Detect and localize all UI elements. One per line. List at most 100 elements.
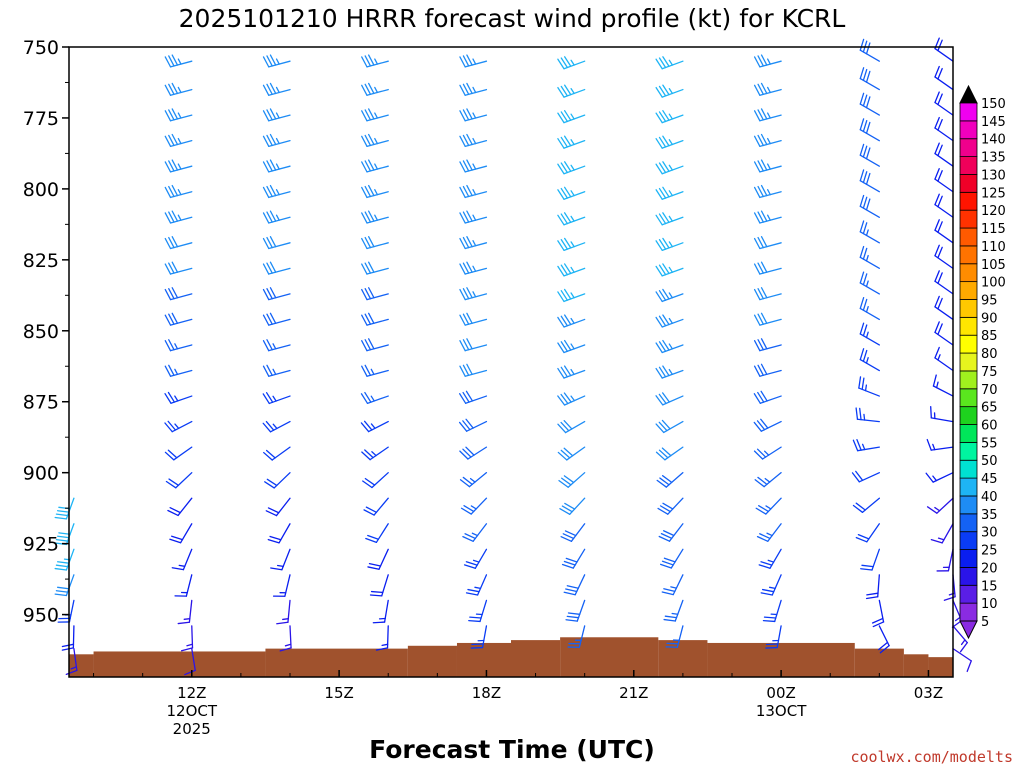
barb-full <box>361 135 368 147</box>
wind-barb <box>934 321 954 346</box>
y-axis: 750 775 800 825 850 875 900 925 950 <box>23 37 69 627</box>
barb-full <box>558 479 569 488</box>
y-tick-label-850: 850 <box>23 321 59 343</box>
barb-full <box>266 339 273 351</box>
wind-barb <box>557 135 586 149</box>
barb-full <box>879 644 890 654</box>
barb-full <box>269 82 277 95</box>
wind-barb <box>557 365 586 379</box>
barb-half <box>374 137 379 145</box>
barb-full <box>368 159 375 171</box>
wind-barb <box>934 37 954 62</box>
barb-full <box>662 84 670 96</box>
barb-full <box>758 564 771 569</box>
wind-barb <box>462 523 488 542</box>
barb-full <box>658 264 667 276</box>
barb-full <box>557 86 565 98</box>
wind-barb <box>459 210 488 224</box>
colorbar-cell-15 <box>959 567 978 586</box>
barb-full <box>757 262 764 274</box>
barb-full <box>462 134 470 147</box>
barb-half <box>668 113 674 120</box>
barb-full <box>55 564 69 568</box>
barb-full <box>265 449 276 459</box>
barb-full <box>470 646 484 649</box>
barb-full <box>753 365 761 377</box>
barb-half <box>272 423 278 430</box>
barb-full <box>659 477 670 486</box>
wind-barb <box>361 159 389 173</box>
barb-full <box>966 660 972 673</box>
barb-half <box>767 188 771 196</box>
colorbar-label-100: 100 <box>981 276 1006 291</box>
wind-barb <box>855 523 880 543</box>
barb-full <box>757 364 764 376</box>
barb-full <box>471 643 484 646</box>
barb-full <box>865 70 871 83</box>
barb-full <box>462 160 470 172</box>
wind-barb <box>164 391 193 404</box>
barb-half <box>570 368 575 375</box>
wind-barb <box>753 338 782 352</box>
barb-half <box>668 266 674 273</box>
wind-barb <box>859 245 880 270</box>
barb-half <box>370 423 376 429</box>
barb-full <box>164 288 172 301</box>
barb-full <box>760 287 768 299</box>
barb-half <box>937 354 941 361</box>
barb-full <box>659 505 671 513</box>
colorbar-label-90: 90 <box>981 311 998 326</box>
barb-full <box>760 210 768 222</box>
wind-barb <box>934 219 954 244</box>
colorbar-cell-115 <box>959 209 978 229</box>
wind-barb <box>557 392 586 406</box>
x-tick-label-21Z: 21Z <box>619 684 648 702</box>
barb-full <box>466 312 473 324</box>
barb-full <box>757 83 764 95</box>
wind-barb <box>267 523 291 544</box>
barb-full <box>361 263 368 275</box>
barb-half <box>374 214 379 221</box>
barb-full <box>459 393 467 404</box>
barb-full <box>462 420 471 431</box>
wind-barb <box>279 625 292 652</box>
barb-full <box>368 108 375 120</box>
wind-barb <box>655 392 684 406</box>
barb-full <box>368 236 375 248</box>
wind-barb <box>859 220 880 244</box>
barb-full <box>269 312 277 324</box>
barb-full <box>658 85 667 97</box>
barb-full <box>459 340 466 352</box>
barb-full <box>462 109 470 121</box>
wind-barb <box>753 363 782 377</box>
barb-full <box>262 422 272 433</box>
barb-full <box>557 240 565 251</box>
colorbar-label-125: 125 <box>981 186 1006 201</box>
barb-full <box>262 84 270 96</box>
wind-barb <box>463 548 488 569</box>
barb-full <box>760 236 768 248</box>
wind-barb <box>459 287 488 301</box>
barb-half <box>276 564 284 568</box>
x-tick-label-15Z: 15Z <box>324 684 353 702</box>
barb-full <box>462 185 470 198</box>
wind-barb <box>753 133 782 147</box>
barb-half <box>768 586 776 590</box>
barb-full <box>459 161 466 173</box>
barb-full <box>565 588 578 593</box>
barb-full <box>361 84 368 96</box>
barb-half <box>381 643 389 647</box>
y-tick-label-775: 775 <box>23 108 59 130</box>
barb-half <box>570 292 575 299</box>
colorbar-label-85: 85 <box>981 329 998 344</box>
barb-half <box>177 112 182 119</box>
barb-half <box>668 164 674 171</box>
barb-half <box>472 58 477 65</box>
wind-barb <box>859 322 880 346</box>
barb-full <box>662 263 670 275</box>
wind-barb <box>859 38 880 62</box>
wind-barb <box>468 599 488 623</box>
barb-full <box>655 86 663 98</box>
wind-barb <box>458 418 488 432</box>
barb-full <box>862 94 868 107</box>
